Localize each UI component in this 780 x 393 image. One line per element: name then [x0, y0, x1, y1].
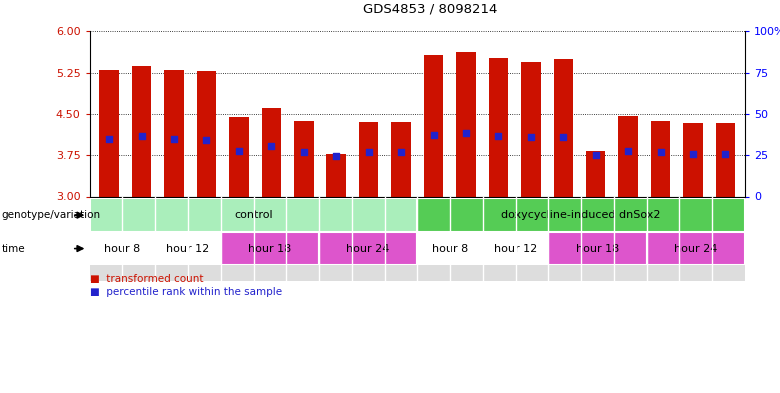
Text: hour 24: hour 24 — [674, 244, 718, 253]
Point — [330, 153, 342, 160]
Bar — [619, 116, 638, 196]
Bar — [554, 59, 573, 196]
Point — [363, 149, 375, 156]
Bar — [261, 108, 281, 196]
Bar — [294, 121, 314, 196]
Point — [654, 149, 667, 156]
Bar — [155, 232, 221, 265]
Bar — [483, 232, 548, 265]
Bar — [99, 70, 119, 196]
Text: ■  percentile rank within the sample: ■ percentile rank within the sample — [90, 287, 282, 297]
Bar — [90, 232, 155, 265]
Bar — [197, 70, 216, 196]
Bar — [359, 122, 378, 196]
Bar — [90, 198, 417, 232]
Text: GDS4853 / 8098214: GDS4853 / 8098214 — [363, 3, 497, 16]
Bar — [716, 123, 736, 196]
Bar — [417, 232, 483, 265]
Point — [168, 136, 180, 142]
Point — [719, 151, 732, 157]
Point — [622, 148, 634, 154]
Bar — [417, 198, 745, 232]
Point — [459, 130, 472, 136]
Text: ■  transformed count: ■ transformed count — [90, 274, 204, 284]
Point — [200, 137, 213, 143]
Point — [265, 143, 278, 149]
Point — [232, 148, 245, 154]
Bar — [521, 62, 541, 196]
Point — [492, 133, 505, 139]
Bar — [165, 70, 184, 196]
Bar — [488, 58, 508, 196]
Bar — [424, 55, 443, 196]
Point — [557, 134, 569, 140]
Text: genotype/variation: genotype/variation — [2, 210, 101, 220]
Text: doxycycline-induced dnSox2: doxycycline-induced dnSox2 — [502, 210, 661, 220]
Text: hour 12: hour 12 — [166, 244, 210, 253]
Bar — [651, 121, 670, 196]
Point — [590, 152, 602, 158]
Bar — [548, 232, 647, 265]
Bar — [586, 151, 605, 196]
Text: hour 24: hour 24 — [346, 244, 390, 253]
Bar — [132, 66, 151, 196]
Point — [136, 133, 148, 139]
Bar — [319, 232, 417, 265]
Text: control: control — [234, 210, 273, 220]
Bar — [683, 123, 703, 196]
Text: hour 18: hour 18 — [248, 244, 292, 253]
Bar — [221, 232, 319, 265]
Point — [103, 136, 115, 142]
Bar — [456, 52, 476, 196]
Text: hour 18: hour 18 — [576, 244, 619, 253]
Point — [297, 149, 310, 156]
Text: hour 8: hour 8 — [432, 244, 468, 253]
Point — [525, 134, 537, 140]
Point — [395, 149, 407, 156]
Bar — [327, 154, 346, 196]
Text: hour 12: hour 12 — [494, 244, 537, 253]
Point — [686, 151, 699, 157]
Text: time: time — [2, 244, 25, 253]
Text: hour 8: hour 8 — [105, 244, 140, 253]
Bar — [647, 232, 745, 265]
Bar — [392, 122, 411, 196]
Point — [427, 132, 440, 138]
Bar — [229, 117, 249, 196]
